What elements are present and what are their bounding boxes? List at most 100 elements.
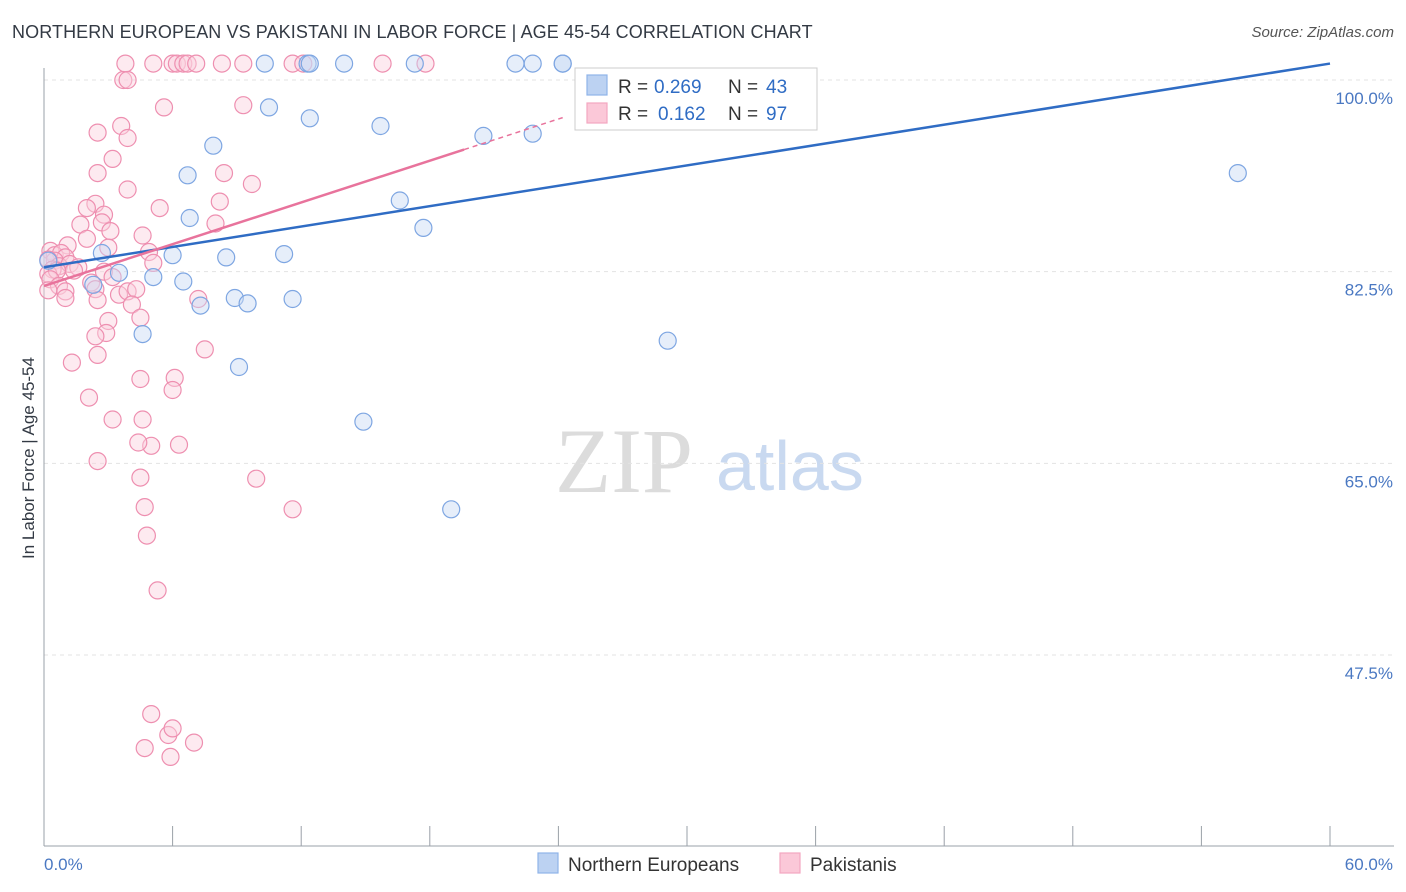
northern-europeans-point-33 <box>229 357 249 377</box>
pakistanis-point-19 <box>118 128 137 148</box>
northern-europeans-point-2 <box>300 54 319 73</box>
pakistanis-point-87 <box>283 500 302 519</box>
x-tick-label-max: 60.0% <box>1345 855 1393 874</box>
pakistanis-point-10 <box>294 54 313 73</box>
northern-europeans-point-32 <box>133 325 152 344</box>
pakistanis-point-24 <box>242 174 261 194</box>
series-northern-europeans-points <box>39 54 1247 519</box>
pakistanis-point-26 <box>210 192 229 211</box>
pakistanis-point-83 <box>88 452 107 471</box>
pakistanis-point-21 <box>88 164 107 183</box>
legend-n-label-1: N = <box>728 77 758 98</box>
pakistanis-point-94 <box>135 738 154 758</box>
y-tick-label-1: 65.0% <box>1345 472 1393 491</box>
northern-europeans-point-18 <box>414 218 433 237</box>
pakistanis-point-69 <box>97 323 116 343</box>
northern-europeans-point-24 <box>109 263 129 282</box>
bottom-legend-swatch-northern-europeans <box>537 852 559 874</box>
northern-europeans-point-14 <box>204 136 223 155</box>
pakistanis-point-78 <box>103 410 122 429</box>
x-ticks <box>43 826 1331 846</box>
northern-europeans-point-27 <box>174 272 193 291</box>
legend-r-value-1: 0.269 <box>654 77 702 98</box>
northern-europeans-point-16 <box>390 191 409 210</box>
northern-europeans-point-12 <box>474 126 493 145</box>
pakistanis-point-2 <box>163 54 182 73</box>
pakistanis-point-0 <box>116 54 135 73</box>
northern-europeans-point-9 <box>259 98 279 117</box>
legend-r-label-1: R = <box>618 77 648 98</box>
pakistanis-point-96 <box>184 733 204 752</box>
pakistanis-point-90 <box>137 526 156 545</box>
pakistanis-point-12 <box>416 54 435 73</box>
y-tick-label-3: 100.0% <box>1335 89 1393 108</box>
trend-line-pakistanis <box>43 148 465 288</box>
northern-europeans-point-5 <box>506 54 525 73</box>
pakistanis-point-82 <box>169 435 189 454</box>
pakistanis-point-74 <box>88 345 107 364</box>
y-tick-label-2: 82.5% <box>1345 281 1393 300</box>
pakistanis-point-95 <box>161 747 180 767</box>
pakistanis-point-66 <box>122 295 141 314</box>
pakistanis-point-13 <box>114 70 133 90</box>
pakistanis-point-88 <box>148 581 167 600</box>
pakistanis-point-71 <box>86 327 105 346</box>
y-tick-label-0: 47.5% <box>1345 664 1393 683</box>
pakistanis-point-23 <box>214 164 234 183</box>
pakistanis-point-27 <box>150 199 169 218</box>
pakistanis-point-86 <box>195 340 214 359</box>
northern-europeans-point-37 <box>1228 164 1247 183</box>
northern-europeans-point-0 <box>255 54 274 73</box>
northern-europeans-point-35 <box>354 412 373 431</box>
legend-n-label-2: N = <box>728 104 758 125</box>
pakistanis-point-93 <box>142 704 161 724</box>
pakistanis-point-15 <box>154 98 174 117</box>
legend-swatch-pakistanis <box>586 102 608 124</box>
series-pakistanis-points <box>39 54 435 767</box>
northern-europeans-point-3 <box>335 54 354 73</box>
pakistanis-point-4 <box>174 54 193 73</box>
source-label: Source: ZipAtlas.com <box>1251 24 1394 41</box>
northern-europeans-point-31 <box>191 296 210 315</box>
chart-title: NORTHERN EUROPEAN VS PAKISTANI IN LABOR … <box>12 22 813 42</box>
northern-europeans-point-17 <box>180 208 199 228</box>
pakistanis-point-92 <box>163 719 182 738</box>
pakistanis-point-75 <box>131 369 150 389</box>
pakistanis-point-1 <box>144 54 163 73</box>
bottom-legend-label-pakistanis: Pakistanis <box>810 855 897 876</box>
pakistanis-point-67 <box>131 308 150 327</box>
pakistanis-point-81 <box>129 433 148 452</box>
northern-europeans-point-15 <box>178 166 197 185</box>
legend-r-label-2: R = <box>618 104 648 125</box>
northern-europeans-point-21 <box>217 248 236 267</box>
pakistanis-point-70 <box>189 289 208 309</box>
northern-europeans-point-36 <box>442 500 461 519</box>
pakistanis-point-34 <box>133 226 152 245</box>
pakistanis-point-63 <box>127 280 146 299</box>
pakistanis-point-31 <box>101 222 120 241</box>
pakistanis-point-84 <box>131 468 150 487</box>
watermark-atlas: atlas <box>716 427 864 505</box>
pakistanis-point-35 <box>77 229 97 248</box>
legend-n-value-1: 43 <box>766 77 787 98</box>
pakistanis-point-22 <box>118 180 137 199</box>
stats-legend: R = 0.269 N = 43 R = 0.162 N = 97 <box>574 67 818 131</box>
pakistanis-point-6 <box>187 54 206 73</box>
northern-europeans-point-22 <box>275 245 294 264</box>
northern-europeans-point-13 <box>523 124 542 143</box>
legend-n-value-2: 97 <box>766 104 787 125</box>
legend-swatch-northern-europeans <box>586 74 608 96</box>
x-tick-label-min: 0.0% <box>44 855 83 874</box>
axes <box>43 68 1394 847</box>
pakistanis-point-65 <box>88 291 107 310</box>
northern-europeans-point-30 <box>283 289 302 309</box>
pakistanis-point-18 <box>88 123 107 142</box>
northern-europeans-point-11 <box>371 116 390 136</box>
series-legend: Northern Europeans Pakistanis <box>537 852 897 876</box>
legend-r-value-2: 0.162 <box>658 104 706 125</box>
pakistanis-point-64 <box>56 288 75 308</box>
bottom-legend-swatch-pakistanis <box>779 852 801 874</box>
stats-legend-box <box>574 67 818 131</box>
pakistanis-point-89 <box>135 498 154 517</box>
